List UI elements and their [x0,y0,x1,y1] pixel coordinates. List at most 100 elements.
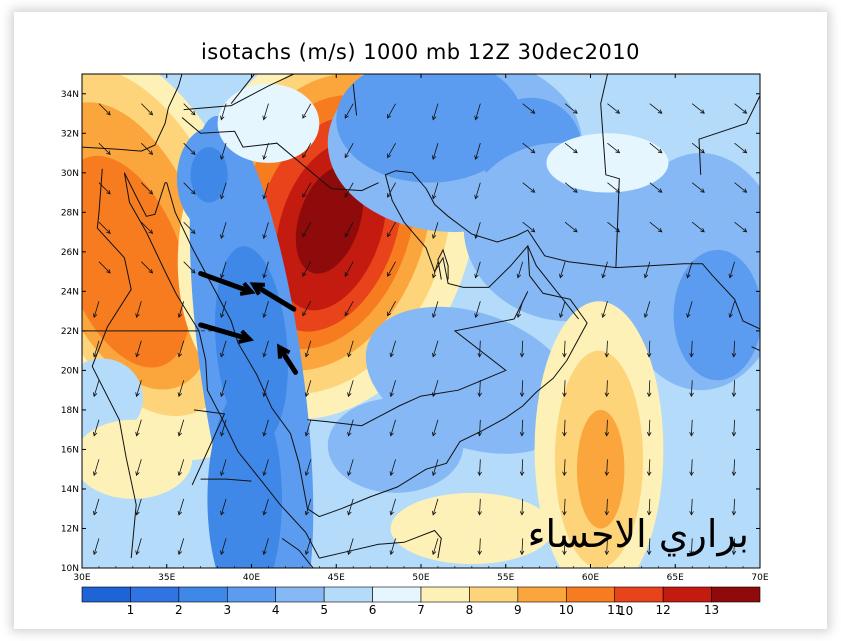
wind-vector-head [604,511,610,516]
wind-vector [387,103,396,119]
wind-vector-head [148,150,154,155]
wind-vector [479,459,481,476]
wind-vector [387,261,396,277]
wind-vector-head [562,432,567,437]
wind-vector-head [92,392,98,398]
wind-vector-head [389,471,394,477]
wind-vector-head [262,510,267,516]
wind-vector-head [262,234,267,239]
colorbar-swatch [178,586,228,603]
lon-tick-label: 50E [412,573,429,583]
wind-vector [344,103,354,119]
wind-vector-head [516,273,522,279]
wind-vector [348,380,354,397]
wind-vector [178,380,185,397]
wind-vector-head [431,234,437,239]
wind-vector [522,182,535,193]
isotach-band [327,398,464,493]
wind-vector-head [387,193,392,198]
wind-vector [564,182,578,193]
wind-vector [649,103,663,114]
highlight-arrow-head [239,281,256,296]
colorbar-label: 10 [559,603,574,617]
wind-vector [136,419,142,436]
wind-vector [606,380,608,397]
wind-vector-head [220,510,225,516]
wind-vector [141,142,153,155]
wind-vector [432,301,439,318]
wind-vector [387,142,396,158]
wind-vector-head [347,550,352,556]
lat-tick-label: 20N [61,366,79,376]
wind-vector-head [562,550,567,556]
wind-vector-head [344,272,349,277]
wind-vector-head [220,392,225,398]
wind-vector-head [190,150,196,155]
wind-vector [263,261,269,278]
wind-vector [521,538,524,555]
coastline [166,170,588,518]
wind-vector [93,340,100,357]
wind-vector [432,182,439,199]
wind-vector-head [106,150,111,155]
colorbar-label: 6 [369,603,377,617]
wind-vector-head [474,194,479,200]
wind-vector [390,380,396,397]
wind-vector [263,103,269,120]
isotach-band [546,133,669,193]
wind-vector [178,301,185,318]
highlight-arrow [277,346,299,375]
wind-vector-head [262,194,267,200]
wind-vector [475,301,481,318]
wind-vector [344,222,354,237]
wind-vector [432,498,439,515]
wind-vector-head [389,352,394,358]
coastline [352,83,358,116]
lon-tick-label: 40E [243,573,260,583]
wind-vector-head [601,313,606,319]
wind-vector [648,419,651,436]
wind-vector [183,182,196,195]
wind-vector [729,301,735,318]
wind-vector [648,538,651,555]
wind-vector-head [220,471,225,477]
wind-vector [305,340,312,357]
isotach-band [295,166,364,274]
wind-vector [479,498,481,515]
wind-vector [691,142,705,154]
wind-vector-head [474,313,479,319]
wind-vector-head [389,510,394,516]
lat-tick-label: 14N [61,485,79,495]
lon-tick-label: 30E [73,573,90,583]
wind-vector [432,459,439,476]
colorbar-label: 9 [514,603,522,617]
wind-vector [606,538,608,555]
wind-vector [479,538,481,555]
wind-vector [344,142,354,158]
highlight-arrow [198,271,253,294]
wind-vector-head [731,352,737,358]
wind-vector [648,380,651,397]
wind-vector-head [431,471,437,477]
isotach-band [82,358,144,438]
wind-vector [183,142,196,155]
wind-vector [183,261,196,274]
lat-tick-label: 22N [61,327,79,337]
colorbar-swatch [81,586,131,603]
wind-vector [93,419,100,436]
wind-vector [733,538,735,555]
wind-vector-head [562,392,567,398]
wind-vector [432,538,439,555]
wind-vector [93,538,100,555]
coastline [123,172,320,559]
isotach-band [576,409,625,529]
wind-vector [141,221,153,234]
wind-vector [305,380,312,397]
wind-vector [606,459,608,476]
wind-vector [305,459,312,476]
isotach-band [336,74,523,183]
wind-vector-head [477,392,482,398]
wind-vector [93,380,100,397]
colorbar-swatch [662,586,712,603]
